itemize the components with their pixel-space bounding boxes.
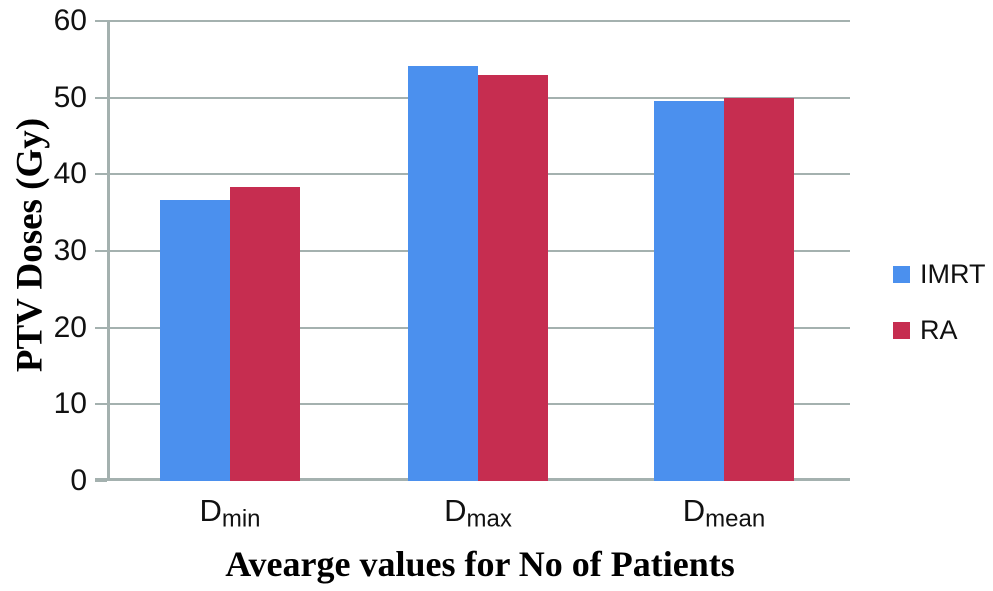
y-tick-label-20: 20 [53, 310, 87, 344]
bar-imrt-dmean [654, 100, 724, 481]
bar-imrt-dmin [160, 199, 230, 481]
plot-area: 0 10 20 30 40 50 60 Dmin Dmax Dmean [54, 6, 850, 531]
y-tick-label-10: 10 [53, 387, 87, 421]
legend-item-ra: RA [893, 317, 986, 344]
y-tick-mark-30 [95, 250, 107, 252]
y-tick-label-50: 50 [53, 80, 87, 114]
bar-ra-dmin [230, 187, 300, 481]
x-category-label-dmin: Dmin [199, 493, 261, 533]
legend-swatch-ra-icon [893, 322, 910, 339]
y-tick-mark-20 [95, 326, 107, 329]
bar-ra-dmean [724, 98, 794, 481]
y-tick-mark-50 [95, 96, 107, 99]
x-category-label-dmean: Dmean [682, 493, 766, 533]
y-tick-label-60: 60 [53, 4, 87, 37]
x-axis-title: Avearge values for No of Patients [225, 544, 735, 584]
bar-group-dmax [408, 21, 548, 481]
bar-group-dmin [160, 21, 300, 481]
bar-group-dmean [654, 21, 794, 481]
y-tick-mark-10 [95, 403, 107, 406]
legend-swatch-imrt-icon [893, 266, 910, 283]
y-tick-label-40: 40 [53, 157, 87, 191]
bar-ra-dmax [478, 74, 548, 481]
y-tick-label-30: 30 [53, 234, 87, 267]
legend-label-imrt: IMRT [920, 259, 986, 289]
y-tick-label-0: 0 [70, 464, 87, 497]
y-tick-mark-60 [95, 20, 107, 22]
legend-item-imrt: IMRT [893, 261, 986, 288]
y-tick-mark-0 [95, 480, 107, 482]
legend-label-ra: RA [920, 315, 958, 345]
bar-imrt-dmax [408, 66, 478, 481]
legend: IMRT RA [893, 261, 986, 344]
x-category-label-dmax: Dmax [444, 493, 512, 533]
y-tick-mark-40 [95, 173, 107, 176]
gridline-60 [107, 20, 850, 22]
